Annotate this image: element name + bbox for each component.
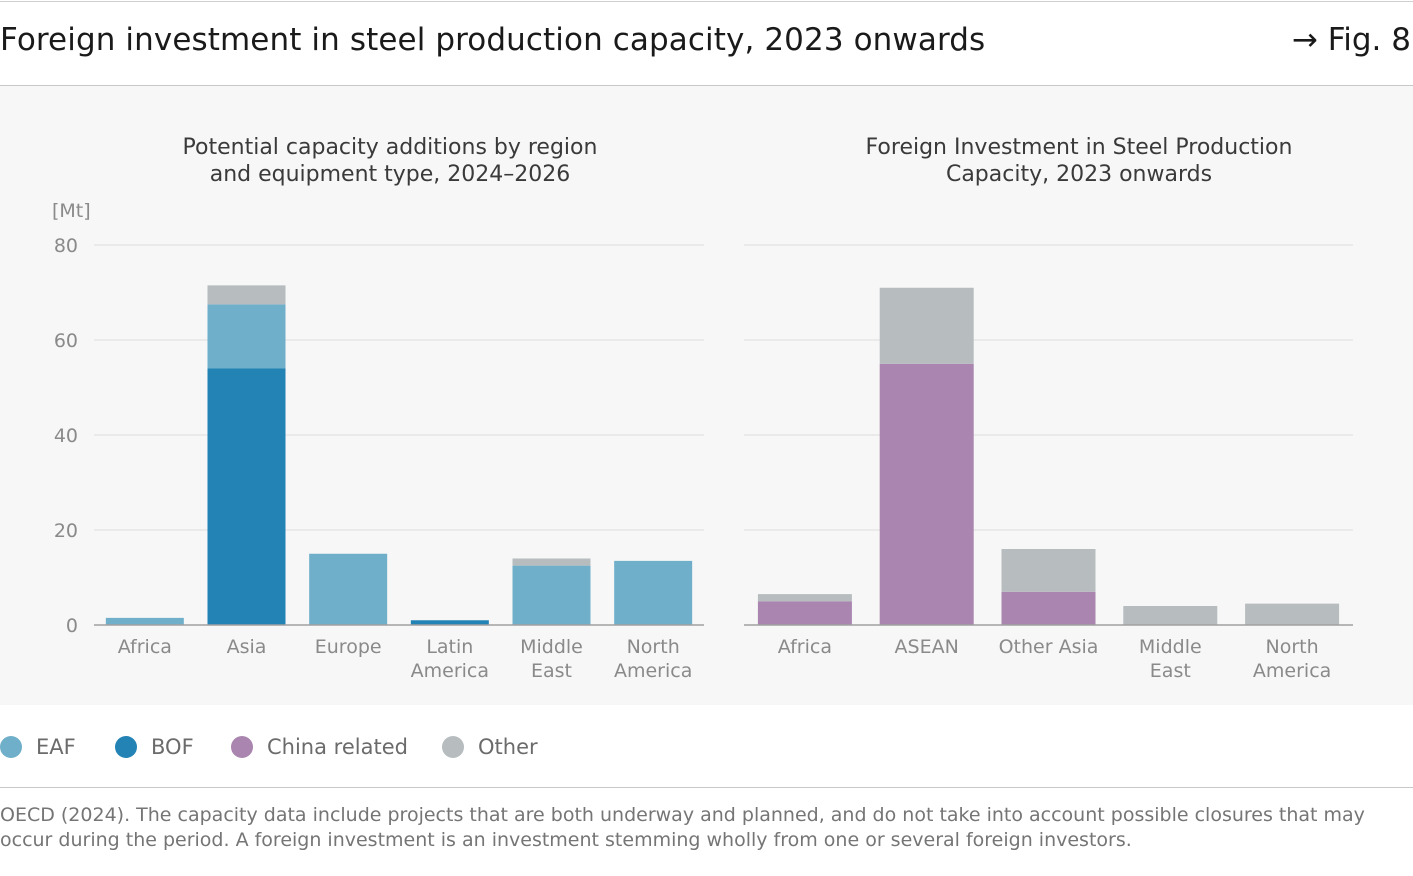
- chart1-xlabel-middle-east-line-1: Middle: [520, 636, 583, 658]
- chart2-bar-middle-east-other: [1123, 606, 1218, 625]
- chart1-xlabel-africa-line-1: Africa: [118, 636, 172, 658]
- chart1-ytick-40: 40: [54, 425, 78, 447]
- legend-swatch-other: [442, 736, 464, 758]
- source-footnote: OECD (2024). The capacity data include p…: [0, 804, 1365, 851]
- chart2-bar-asean-other: [879, 287, 974, 364]
- chart2-xlabel-other-asia-line-1: Other Asia: [999, 636, 1099, 658]
- chart1-bar-latin-america-bof: [410, 620, 489, 625]
- chart2-bar-africa-other: [757, 594, 852, 602]
- chart2-xlabel-middle-east-line-2: East: [1150, 660, 1191, 682]
- footer-rule: [0, 787, 1413, 788]
- chart1-xlabel-north-america-line-2: America: [614, 660, 692, 682]
- chart2-bar-asean-china-related: [879, 363, 974, 625]
- chart1-bar-asia-bof: [207, 368, 286, 625]
- figure-title: Foreign investment in steel production c…: [0, 22, 986, 58]
- figure-reference-link[interactable]: → Fig. 8: [1291, 22, 1411, 58]
- top-rule: [0, 1, 1413, 2]
- header-rule: [0, 85, 1413, 86]
- chart1-bar-africa-eaf: [105, 617, 184, 625]
- chart2-title-line-1: Foreign Investment in Steel Production: [866, 135, 1293, 160]
- figure-header: Foreign investment in steel production c…: [0, 18, 1413, 66]
- legend-swatch-china-related: [231, 736, 253, 758]
- chart2-title-line-2: Capacity, 2023 onwards: [946, 162, 1212, 187]
- legend-item-china-related: China related: [231, 732, 408, 762]
- chart2-xlabel-asean-line-1: ASEAN: [895, 636, 959, 658]
- chart1-bar-middle-east-eaf: [512, 565, 591, 625]
- chart1-xlabel-latin-america-line-1: Latin: [426, 636, 473, 658]
- chart1-ytick-80: 80: [54, 235, 78, 257]
- legend-item-other: Other: [442, 732, 538, 762]
- chart1-bar-north-america-eaf: [614, 560, 693, 625]
- legend: EAF BOF China related Other: [0, 732, 1413, 762]
- chart1-xlabel-north-america-line-1: North: [627, 636, 680, 658]
- chart2-xlabel-north-america-line-2: America: [1253, 660, 1331, 682]
- chart2-bar-other-asia-other: [1001, 549, 1096, 592]
- chart1-ytick-60: 60: [54, 330, 78, 352]
- chart1-bar-asia-other: [207, 285, 286, 305]
- chart1-ytick-0: 0: [66, 615, 78, 637]
- chart1-xlabel-middle-east-line-2: East: [531, 660, 572, 682]
- legend-label-china-related: China related: [267, 735, 408, 759]
- chart1-ytick-20: 20: [54, 520, 78, 542]
- chart2-xlabel-middle-east-line-1: Middle: [1139, 636, 1202, 658]
- legend-label-eaf: EAF: [36, 735, 76, 759]
- legend-swatch-eaf: [0, 736, 22, 758]
- legend-label-other: Other: [478, 735, 538, 759]
- chart1-title-line-2: and equipment type, 2024–2026: [210, 162, 571, 187]
- chart2-xlabel-africa-line-1: Africa: [778, 636, 832, 658]
- chart2-bar-north-america-other: [1245, 603, 1340, 625]
- legend-item-bof: BOF: [115, 732, 194, 762]
- chart1-xlabel-latin-america-line-2: America: [411, 660, 489, 682]
- chart2-bar-other-asia-china-related: [1001, 591, 1096, 625]
- charts-svg: Potential capacity additions by regionan…: [52, 135, 1353, 682]
- chart1-title-line-1: Potential capacity additions by region: [183, 135, 598, 160]
- chart1-bar-asia-eaf: [207, 304, 286, 369]
- chart2-bar-africa-china-related: [757, 601, 852, 625]
- legend-item-eaf: EAF: [0, 732, 76, 762]
- chart2-xlabel-north-america-line-1: North: [1266, 636, 1319, 658]
- chart1-xlabel-asia-line-1: Asia: [227, 636, 267, 658]
- chart1-unit-label: [Mt]: [52, 200, 91, 222]
- legend-label-bof: BOF: [151, 735, 194, 759]
- legend-swatch-bof: [115, 736, 137, 758]
- chart1-bar-europe-eaf: [309, 553, 388, 625]
- chart1-bar-middle-east-other: [512, 558, 591, 566]
- chart1-xlabel-europe-line-1: Europe: [315, 636, 382, 658]
